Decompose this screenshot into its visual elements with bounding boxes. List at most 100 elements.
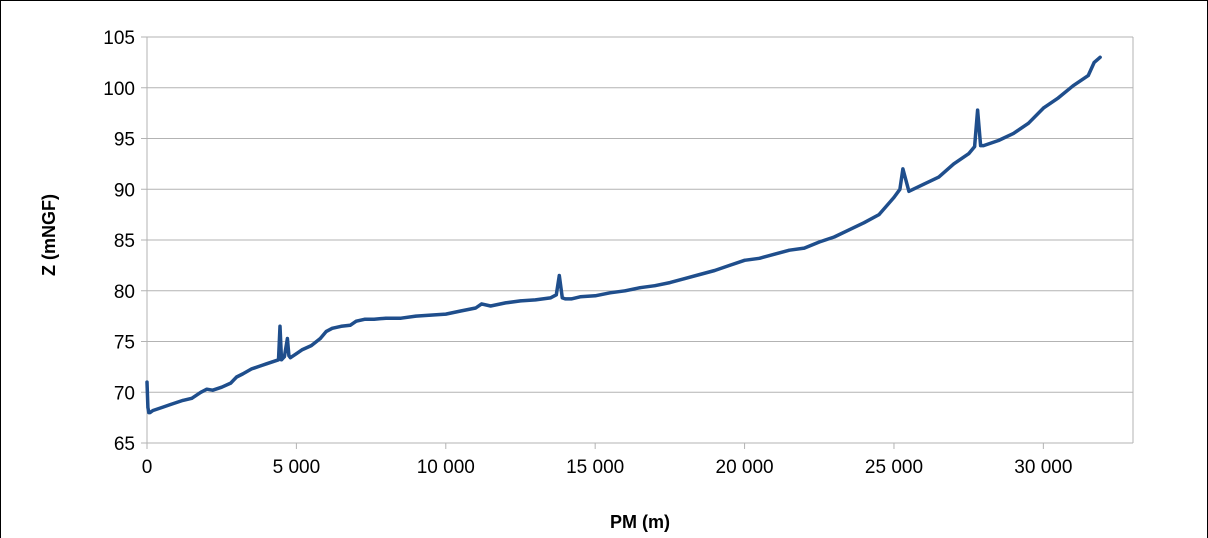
- y-tick-labels: 65 70 75 80 85 90 95 100 105: [103, 28, 135, 455]
- data-point: [1092, 60, 1096, 64]
- data-point: [504, 301, 508, 305]
- data-point: [772, 252, 776, 256]
- x-tick-label: 0: [142, 457, 153, 478]
- data-point: [250, 367, 254, 371]
- data-point: [160, 405, 164, 409]
- data-point: [982, 144, 986, 148]
- data-point: [1026, 121, 1030, 125]
- data-point: [997, 139, 1001, 143]
- data-point: [973, 145, 977, 149]
- x-tick-label: 30 000: [1014, 457, 1072, 478]
- data-point: [205, 387, 209, 391]
- data-point: [898, 187, 902, 191]
- data-point: [190, 396, 194, 400]
- y-tick-label: 75: [114, 333, 135, 354]
- data-point: [758, 256, 762, 260]
- data-point: [976, 108, 980, 112]
- data-point: [348, 323, 352, 327]
- data-point: [623, 289, 627, 293]
- data-point: [372, 317, 376, 321]
- data-point: [533, 298, 537, 302]
- data-point: [414, 314, 418, 318]
- x-tick-label: 25 000: [865, 457, 923, 478]
- y-tick-label: 105: [103, 28, 135, 49]
- data-point: [276, 358, 280, 362]
- data-point: [560, 296, 564, 300]
- data-point: [288, 356, 292, 360]
- data-point: [743, 258, 747, 262]
- data-point: [489, 304, 493, 308]
- data-point: [175, 400, 179, 404]
- data-point: [877, 213, 881, 217]
- data-point: [787, 248, 791, 252]
- data-point: [294, 352, 298, 356]
- data-point: [278, 324, 282, 328]
- data-point: [169, 402, 173, 406]
- data-point: [569, 297, 573, 301]
- y-tick-label: 70: [114, 383, 135, 404]
- data-point: [554, 293, 558, 297]
- data-point: [832, 235, 836, 239]
- data-point: [181, 398, 185, 402]
- data-point: [638, 286, 642, 290]
- data-point: [578, 295, 582, 299]
- data-point: [952, 162, 956, 166]
- data-point: [967, 152, 971, 156]
- data-point: [557, 274, 561, 278]
- data-point: [1071, 84, 1075, 88]
- y-tick-label: 100: [103, 79, 135, 100]
- data-point: [563, 297, 567, 301]
- data-point: [1041, 106, 1045, 110]
- data-point: [318, 336, 322, 340]
- data-point: [683, 277, 687, 281]
- data-point: [429, 313, 433, 317]
- data-point: [339, 324, 343, 328]
- data-point: [668, 281, 672, 285]
- data-point: [518, 299, 522, 303]
- data-point: [698, 273, 702, 277]
- data-point: [199, 390, 203, 394]
- data-point: [1056, 96, 1060, 100]
- data-point: [847, 228, 851, 232]
- x-tick-labels: 0 5 000 10 000 15 000 20 000 25 000 30 000: [142, 457, 1073, 478]
- data-point: [1086, 74, 1090, 78]
- data-point: [259, 364, 263, 368]
- data-point: [474, 306, 478, 310]
- data-point: [145, 380, 149, 384]
- y-tick-label: 65: [114, 434, 135, 455]
- data-point: [459, 309, 463, 313]
- data-point: [862, 221, 866, 225]
- data-point: [728, 263, 732, 267]
- data-point: [384, 316, 388, 320]
- y-tick-label: 95: [114, 130, 135, 151]
- data-point: [235, 375, 239, 379]
- data-point: [979, 144, 983, 148]
- data-point: [1098, 55, 1102, 59]
- y-axis-title: Z (mNGF): [39, 194, 59, 276]
- x-tick-label: 10 000: [417, 457, 475, 478]
- data-point: [148, 411, 152, 415]
- data-point: [653, 284, 657, 288]
- data-point: [279, 358, 283, 362]
- data-point: [713, 268, 717, 272]
- data-point: [480, 302, 484, 306]
- x-tick-label: 20 000: [716, 457, 774, 478]
- data-point: [802, 246, 806, 250]
- data-point: [285, 336, 289, 340]
- data-point: [548, 296, 552, 300]
- x-tick-label: 15 000: [566, 457, 624, 478]
- data-point: [901, 167, 905, 171]
- data-point: [330, 326, 334, 330]
- data-point: [211, 388, 215, 392]
- data-point: [608, 291, 612, 295]
- x-axis-title: PM (m): [610, 512, 670, 532]
- data-point: [354, 319, 358, 323]
- data-point: [363, 317, 367, 321]
- data-point: [922, 182, 926, 186]
- data-point: [907, 189, 911, 193]
- data-point: [892, 195, 896, 199]
- data-point: [937, 175, 941, 179]
- data-point: [399, 316, 403, 320]
- data-point: [146, 405, 150, 409]
